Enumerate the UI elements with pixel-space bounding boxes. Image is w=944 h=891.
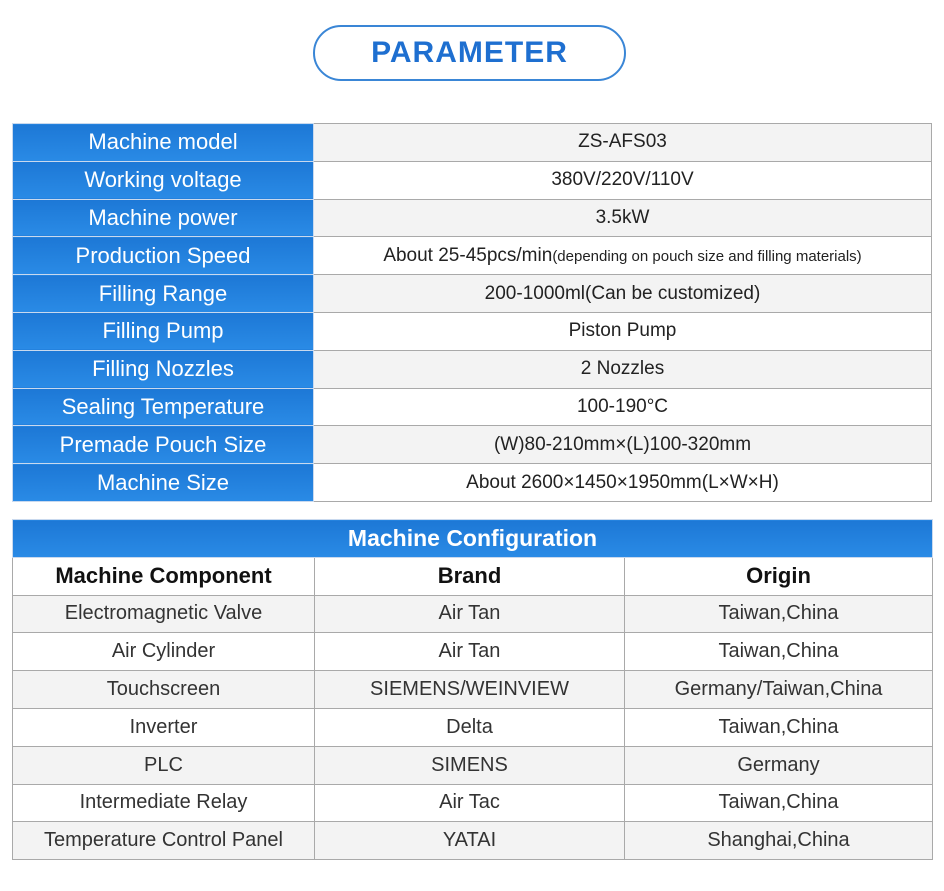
origin-cell: Taiwan,China (624, 783, 933, 823)
component-cell: Touchscreen (12, 670, 315, 709)
brand-cell: SIEMENS/WEINVIEW (314, 670, 625, 709)
table-row: Air Cylinder Air Tan Taiwan,China (12, 632, 933, 672)
param-value: About 25-45pcs/min(depending on pouch si… (313, 236, 932, 276)
component-cell: PLC (12, 745, 315, 785)
param-label: Working voltage (12, 160, 314, 200)
table-row: Temperature Control Panel YATAI Shanghai… (12, 821, 933, 861)
table-row: Filling Nozzles 2 Nozzles (12, 349, 932, 389)
table-row: Machine model ZS-AFS03 (12, 123, 932, 162)
origin-cell: Germany/Taiwan,China (624, 670, 933, 709)
component-cell: Air Cylinder (12, 632, 315, 672)
param-value: (W)80-210mm×(L)100-320mm (313, 425, 932, 465)
column-header-origin: Origin (624, 556, 933, 596)
table-row: Working voltage 380V/220V/110V (12, 160, 932, 200)
component-cell: Temperature Control Panel (12, 821, 315, 861)
param-value: 100-190°C (313, 387, 932, 427)
table-row: Electromagnetic Valve Air Tan Taiwan,Chi… (12, 594, 933, 634)
param-value: 200-1000ml(Can be customized) (313, 274, 932, 313)
table-row: PLC SIMENS Germany (12, 745, 933, 785)
param-value: 2 Nozzles (313, 349, 932, 389)
param-label: Filling Pump (12, 311, 314, 351)
brand-cell: Air Tan (314, 632, 625, 672)
brand-cell: SIMENS (314, 745, 625, 785)
param-label: Filling Nozzles (12, 349, 314, 389)
origin-cell: Taiwan,China (624, 594, 933, 634)
param-value: ZS-AFS03 (313, 123, 932, 162)
param-value: About 2600×1450×1950mm(L×W×H) (313, 463, 932, 502)
column-header-brand: Brand (314, 556, 625, 596)
brand-cell: Air Tan (314, 594, 625, 634)
brand-cell: Air Tac (314, 783, 625, 823)
page-title: PARAMETER (313, 25, 626, 81)
origin-cell: Shanghai,China (624, 821, 933, 861)
component-cell: Electromagnetic Valve (12, 594, 315, 634)
parameter-table: Machine model ZS-AFS03 Working voltage 3… (12, 123, 932, 502)
brand-cell: YATAI (314, 821, 625, 861)
column-header-component: Machine Component (12, 556, 315, 596)
table-row: Production Speed About 25-45pcs/min(depe… (12, 236, 932, 276)
param-label: Premade Pouch Size (12, 425, 314, 465)
configuration-table: Machine Configuration Machine Component … (12, 519, 933, 861)
table-row: Machine power 3.5kW (12, 198, 932, 238)
table-row: Machine Size About 2600×1450×1950mm(L×W×… (12, 463, 932, 502)
param-value: Piston Pump (313, 311, 932, 351)
origin-cell: Taiwan,China (624, 632, 933, 672)
table-row: Intermediate Relay Air Tac Taiwan,China (12, 783, 933, 823)
param-label: Production Speed (12, 236, 314, 276)
param-label: Machine power (12, 198, 314, 238)
component-cell: Inverter (12, 707, 315, 747)
table-row: Filling Pump Piston Pump (12, 311, 932, 351)
component-cell: Intermediate Relay (12, 783, 315, 823)
param-label: Machine model (12, 123, 314, 162)
configuration-title: Machine Configuration (12, 519, 933, 558)
param-value: 3.5kW (313, 198, 932, 238)
table-row: Touchscreen SIEMENS/WEINVIEW Germany/Tai… (12, 670, 933, 709)
param-value: 380V/220V/110V (313, 160, 932, 200)
param-label: Machine Size (12, 463, 314, 502)
table-row: Filling Range 200-1000ml(Can be customiz… (12, 274, 932, 313)
brand-cell: Delta (314, 707, 625, 747)
table-row: Sealing Temperature 100-190°C (12, 387, 932, 427)
table-row: Premade Pouch Size (W)80-210mm×(L)100-32… (12, 425, 932, 465)
param-label: Sealing Temperature (12, 387, 314, 427)
table-row: Inverter Delta Taiwan,China (12, 707, 933, 747)
param-note: (depending on pouch size and filling mat… (552, 247, 862, 265)
origin-cell: Taiwan,China (624, 707, 933, 747)
origin-cell: Germany (624, 745, 933, 785)
param-label: Filling Range (12, 274, 314, 313)
